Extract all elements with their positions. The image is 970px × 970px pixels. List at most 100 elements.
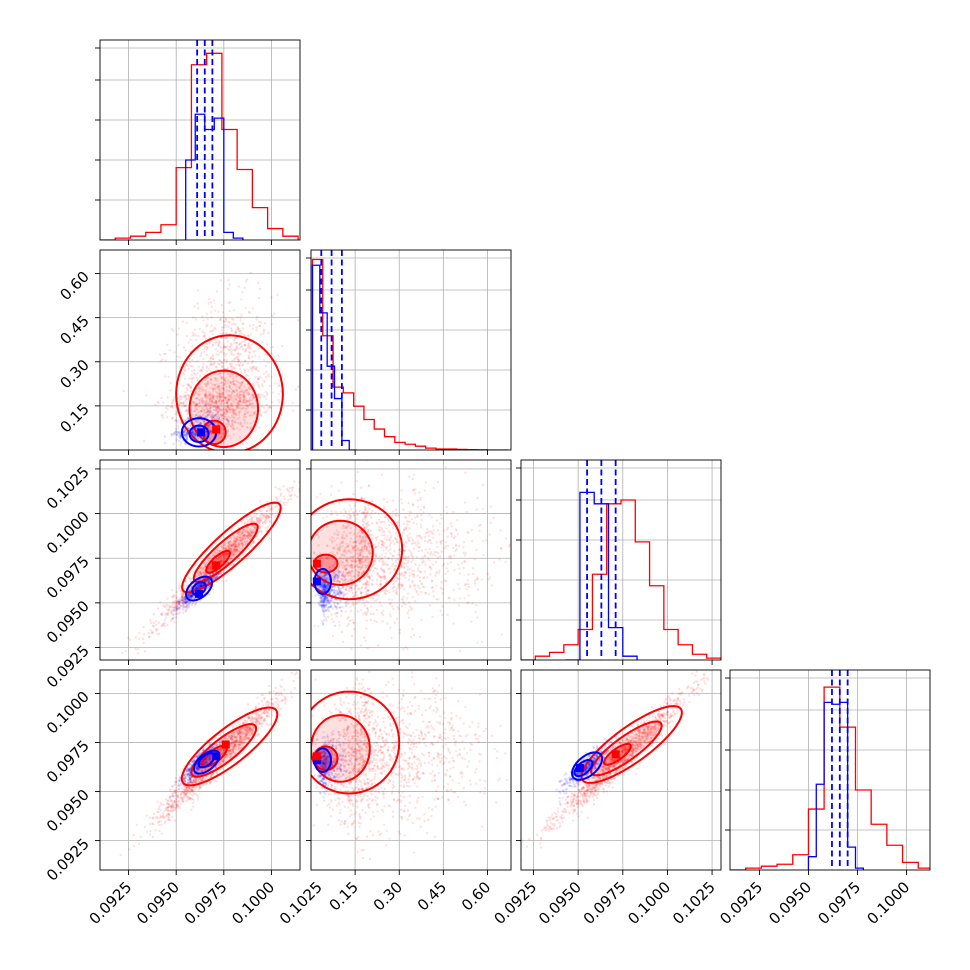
sample-point (221, 311, 225, 314)
sample-point (204, 402, 208, 405)
sample-point (339, 559, 343, 562)
sample-point (233, 545, 236, 548)
sample-point (385, 538, 389, 541)
sample-point (455, 529, 458, 532)
sample-point (185, 364, 188, 367)
sample-point (222, 387, 225, 390)
sample-point (218, 418, 221, 421)
sample-point (205, 415, 208, 418)
sample-point (195, 397, 198, 400)
sample-point (224, 380, 227, 383)
sample-point (243, 344, 247, 347)
sample-point (204, 416, 208, 419)
sample-point (242, 396, 246, 399)
sample-point (360, 549, 363, 552)
sample-point (223, 411, 226, 414)
sample-point (241, 543, 244, 546)
sample-point (476, 588, 480, 591)
sample-point (224, 541, 227, 545)
sample-point (321, 604, 324, 607)
sample-point (196, 403, 199, 406)
sample-point (227, 406, 230, 410)
sample-point (227, 372, 230, 376)
sample-point (394, 514, 397, 517)
sample-point (169, 389, 172, 392)
sample-point (225, 552, 229, 555)
sample-point (183, 401, 186, 404)
sample-point (190, 594, 193, 597)
sample-point (172, 398, 175, 401)
sample-point (230, 543, 234, 546)
sample-point (196, 379, 199, 382)
sample-point (267, 375, 270, 378)
sample-point (257, 519, 261, 522)
sample-point (218, 555, 221, 558)
sample-point (262, 332, 265, 335)
sample-point (265, 509, 269, 513)
sample-point (345, 524, 348, 528)
sample-point (243, 414, 246, 417)
sample-point (164, 411, 168, 414)
sample-point (406, 565, 409, 568)
sample-point (267, 407, 270, 410)
sample-point (177, 343, 180, 347)
sample-point (182, 604, 185, 607)
sample-point (184, 598, 187, 602)
sample-point (239, 538, 243, 542)
sample-point (408, 514, 411, 517)
sample-point (211, 554, 214, 557)
sample-point (391, 554, 394, 557)
sample-point (155, 629, 158, 632)
sample-point (181, 599, 184, 603)
sample-point (352, 545, 356, 549)
sample-point (205, 348, 208, 351)
sample-point (329, 438, 331, 440)
sample-point (219, 561, 223, 564)
sample-point (205, 342, 209, 346)
sample-point (403, 549, 406, 552)
sample-point (349, 571, 352, 575)
sample-point (280, 344, 284, 348)
sample-point (215, 575, 219, 579)
sample-point (213, 405, 216, 408)
sample-point (345, 564, 348, 567)
sample-point (223, 396, 226, 399)
sample-point (246, 426, 249, 430)
sample-point (223, 556, 226, 559)
sample-point (225, 404, 229, 407)
sample-point (329, 513, 332, 516)
sample-point (408, 567, 412, 571)
sample-point (186, 593, 189, 596)
sample-point (404, 545, 407, 548)
sample-point (247, 356, 251, 360)
sample-point (227, 389, 231, 393)
sample-point (232, 377, 235, 380)
sample-point (374, 537, 378, 540)
sample-point (366, 558, 369, 561)
sample-point (354, 560, 357, 563)
sample-point (226, 405, 230, 408)
sample-point (204, 572, 208, 575)
sample-point (186, 412, 189, 415)
sample-point (415, 556, 418, 559)
sample-point (217, 393, 220, 396)
sample-point (173, 609, 177, 612)
sample-point (269, 537, 272, 540)
sample-point (184, 600, 187, 604)
sample-point (232, 397, 236, 400)
sample-point (351, 595, 355, 599)
sample-point (188, 394, 191, 397)
sample-point (248, 345, 251, 349)
sample-point (245, 388, 248, 392)
sample-point (196, 572, 200, 575)
sample-point (359, 644, 363, 647)
sample-point (190, 595, 193, 598)
sample-point (215, 377, 218, 381)
sample-point (327, 615, 330, 619)
sample-point (313, 551, 316, 554)
sample-point (354, 593, 357, 596)
sample-point (217, 558, 220, 561)
sample-point (329, 493, 333, 497)
sample-point (182, 601, 185, 604)
sample-point (201, 566, 204, 570)
